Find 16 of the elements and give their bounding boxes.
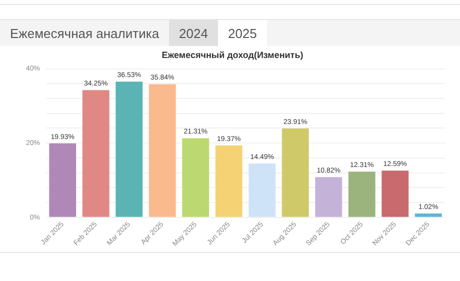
bar bbox=[82, 90, 110, 217]
text: 2024 bbox=[169, 20, 218, 46]
bar bbox=[382, 170, 409, 217]
chart-title: Ежемесячная аналитика bbox=[9, 24, 160, 42]
bar bbox=[248, 164, 276, 217]
chart-subtitle: Ежемесячный доход(Изменить) bbox=[162, 50, 304, 60]
bar bbox=[116, 82, 143, 217]
text: 2025 bbox=[218, 20, 267, 46]
bar bbox=[282, 128, 309, 217]
bar bbox=[49, 143, 76, 217]
bar bbox=[182, 138, 210, 217]
bar bbox=[348, 172, 376, 217]
bar bbox=[215, 145, 242, 217]
bar bbox=[148, 84, 176, 217]
bar bbox=[315, 177, 342, 217]
bar bbox=[414, 214, 442, 217]
